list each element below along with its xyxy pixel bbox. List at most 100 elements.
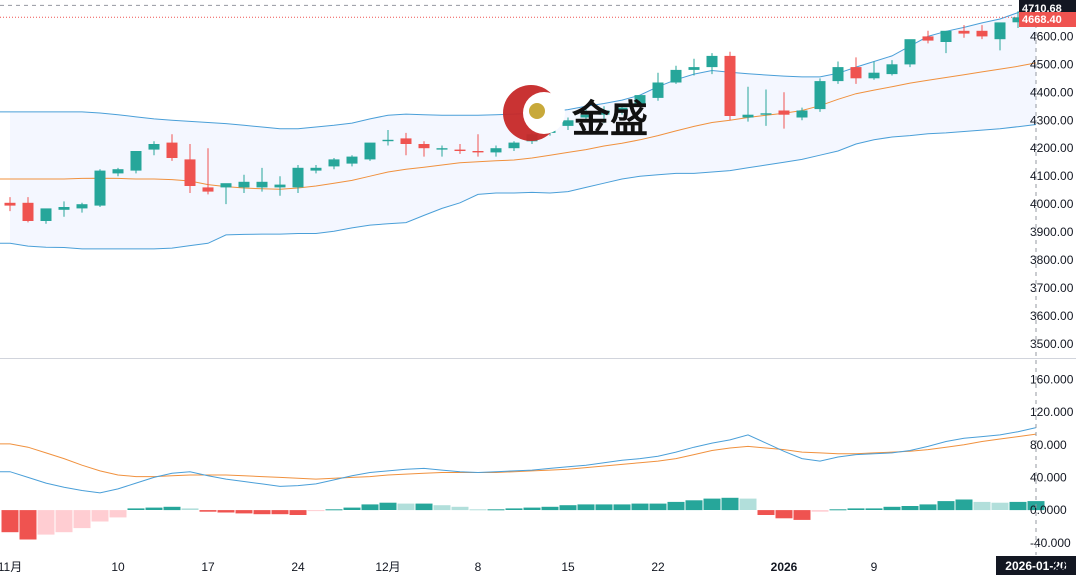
macd-histogram-bar	[847, 508, 865, 510]
crosshair	[0, 0, 1037, 555]
price-tick-label: 4200.00	[1030, 141, 1074, 155]
candle-body	[958, 30, 970, 34]
macd-histogram-bar	[865, 508, 883, 510]
macd-histogram-bar	[937, 501, 955, 511]
price-tick-label: 3600.00	[1030, 309, 1074, 323]
macd-histogram-bar	[523, 507, 541, 510]
macd-histogram-bar	[361, 504, 379, 511]
candle-body	[706, 55, 718, 68]
candle-body	[22, 202, 34, 221]
candle-body	[724, 55, 736, 116]
macd-histogram-bar	[181, 508, 199, 510]
macd-histogram-bar	[253, 510, 271, 515]
macd-histogram-bar	[271, 510, 289, 515]
candle-body	[130, 151, 142, 171]
macd-histogram-bar	[919, 504, 937, 511]
candle-body	[148, 144, 160, 150]
logo-gold-ball-icon	[529, 103, 545, 119]
candle-body	[598, 110, 610, 115]
candle-body	[904, 39, 916, 65]
candle-body	[292, 167, 304, 188]
macd-histogram-bar	[397, 503, 415, 511]
crosshair-date-label: 2026-01-20	[1005, 559, 1067, 573]
macd-histogram-bar	[55, 510, 73, 533]
candle-body	[454, 149, 466, 151]
macd-histogram-bar	[559, 505, 577, 511]
candle-body	[850, 67, 862, 79]
price-tick-label: 4500.00	[1030, 57, 1074, 71]
price-tick-label: 4600.00	[1030, 29, 1074, 43]
macd-histogram-bar	[163, 506, 181, 511]
candle-body	[652, 82, 664, 98]
macd-histogram-bar	[289, 510, 307, 515]
candle-body	[1012, 17, 1024, 23]
macd-histogram-bar	[991, 502, 1009, 510]
macd-histogram-bar	[703, 498, 721, 510]
candle-body	[868, 72, 880, 79]
macd-tick-label: 160.000	[1030, 372, 1074, 386]
macd-histogram-bar	[415, 503, 433, 511]
price-tick-label: 4300.00	[1030, 113, 1074, 127]
macd-histogram-bar	[973, 501, 991, 511]
macd-histogram-bar	[451, 506, 469, 511]
price-tick-label: 4400.00	[1030, 85, 1074, 99]
macd-histogram-bar	[649, 503, 667, 511]
macd-signal-line	[0, 433, 1037, 480]
candle-body	[400, 138, 412, 144]
candle-body	[814, 81, 826, 110]
time-tick-label: 9	[871, 560, 878, 574]
price-tick-label: 4100.00	[1030, 169, 1074, 183]
macd-histogram-bar	[739, 498, 757, 510]
macd-histogram-bar	[613, 504, 631, 511]
settings-gear-icon[interactable]	[1051, 556, 1069, 574]
macd-histogram-bar	[127, 508, 145, 510]
candle-body	[346, 156, 358, 164]
candle-body	[796, 110, 808, 118]
candle-body	[490, 148, 502, 153]
candle-body	[742, 114, 754, 118]
macd-histogram-bar	[811, 510, 829, 512]
time-tick-label: 10	[111, 560, 125, 574]
macd-histogram-bar	[1, 510, 19, 533]
macd-histogram-bar	[379, 502, 397, 510]
macd-histogram-bar	[325, 509, 343, 511]
macd-histogram-bar	[307, 510, 325, 512]
candle-body	[886, 64, 898, 75]
macd-histogram-bar	[199, 510, 217, 512]
last-price-label: 4668.40	[1022, 14, 1062, 26]
candle-body	[580, 114, 592, 118]
time-tick-label: 22	[651, 560, 665, 574]
candle-body	[616, 107, 628, 112]
time-tick-label: 11月	[0, 560, 22, 574]
logo-watermark: 金盛	[503, 85, 648, 141]
candle-body	[328, 159, 340, 167]
candle-body	[112, 169, 124, 174]
candle-body	[418, 144, 430, 149]
macd-histogram-bar	[505, 508, 523, 510]
candle-body	[364, 142, 376, 160]
bollinger-lower-line	[0, 124, 1037, 250]
macd-histogram-bar	[109, 510, 127, 518]
macd-histogram-bar	[955, 499, 973, 511]
time-tick-label: 12月	[375, 560, 400, 574]
macd-histogram-bar	[775, 510, 793, 519]
macd-histogram-bar	[487, 509, 505, 511]
macd-histogram-bar	[901, 506, 919, 511]
candle-body	[274, 184, 286, 188]
last-price-tag-bg	[1019, 12, 1076, 27]
candle-body	[256, 181, 268, 188]
candle-body	[76, 204, 88, 209]
candle-body	[472, 151, 484, 153]
candle-body	[688, 67, 700, 70]
macd-histogram-bar	[433, 505, 451, 511]
macd-histogram-bar	[91, 510, 109, 522]
macd-histogram-bar	[217, 510, 235, 513]
candle-body	[940, 30, 952, 42]
macd-tick-label: 80.000	[1030, 438, 1067, 452]
bollinger-middle-line	[0, 62, 1037, 190]
macd-tick-label: -40.000	[1030, 536, 1071, 550]
price-tick-label: 4000.00	[1030, 197, 1074, 211]
candle-body	[778, 110, 790, 115]
price-axis: 3500.00 3600.00 3700.00 3800.00 3900.00 4000.…	[1030, 29, 1074, 351]
